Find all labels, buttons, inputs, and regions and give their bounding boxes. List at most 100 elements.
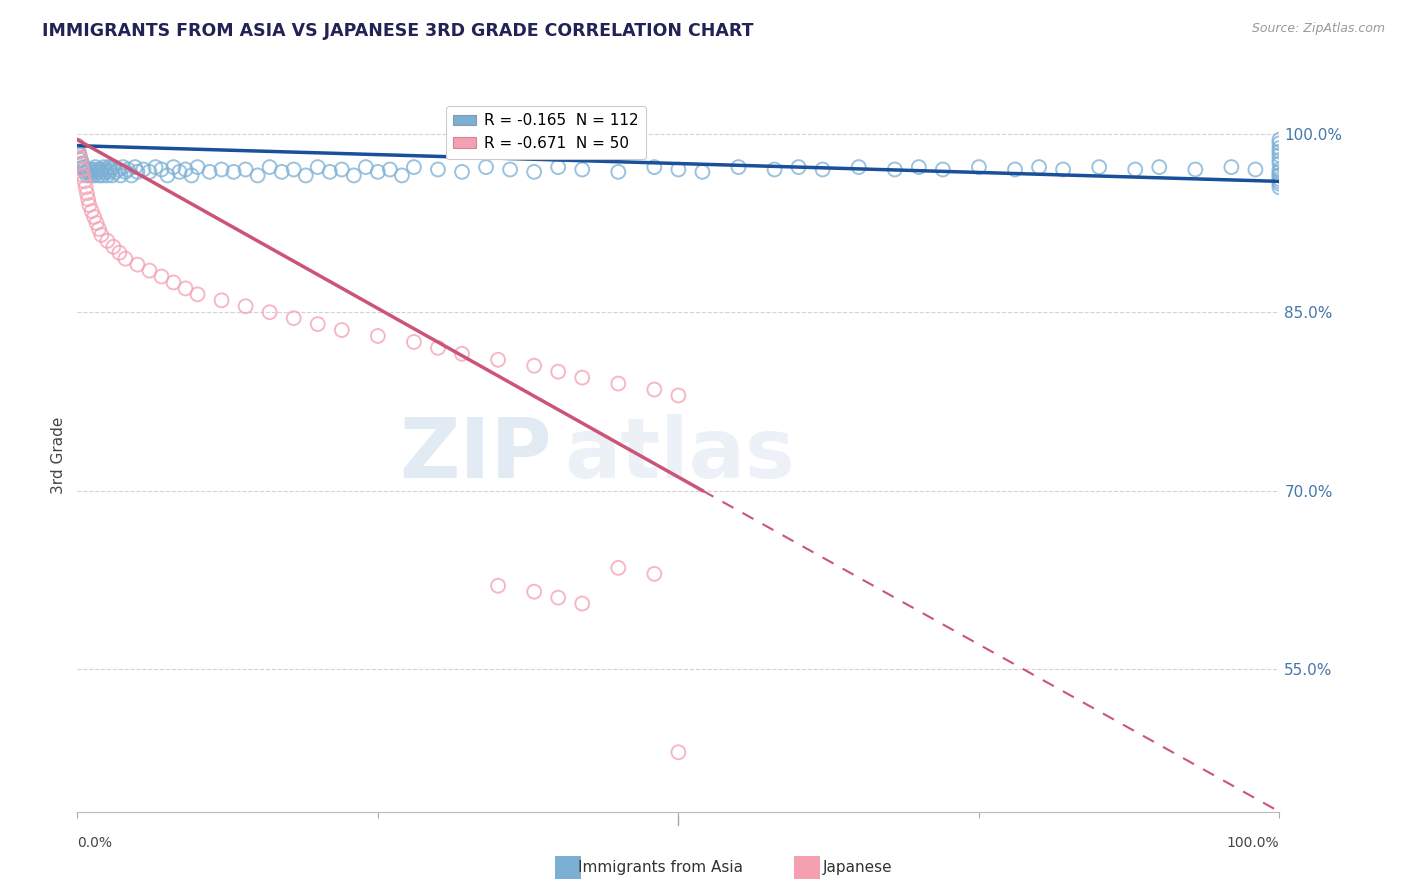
Point bbox=[103, 240, 125, 254]
Point bbox=[211, 293, 233, 308]
Point bbox=[1268, 148, 1291, 162]
Point bbox=[367, 165, 389, 179]
Point bbox=[162, 276, 184, 290]
Point bbox=[787, 160, 810, 174]
Point bbox=[848, 160, 870, 174]
Point bbox=[127, 258, 149, 272]
Point bbox=[908, 160, 931, 174]
Point bbox=[98, 165, 121, 179]
Point bbox=[643, 160, 665, 174]
Point bbox=[69, 151, 91, 165]
Point bbox=[692, 165, 714, 179]
Point bbox=[79, 198, 101, 212]
Point bbox=[83, 210, 105, 224]
Point bbox=[571, 162, 593, 177]
Point bbox=[117, 162, 139, 177]
Point bbox=[571, 370, 593, 384]
Point bbox=[1268, 174, 1291, 188]
Point bbox=[607, 561, 630, 575]
Point bbox=[101, 169, 124, 183]
Point bbox=[73, 174, 96, 188]
Point bbox=[114, 252, 136, 266]
Point bbox=[486, 579, 509, 593]
Point bbox=[307, 317, 329, 331]
Point bbox=[391, 169, 413, 183]
Point bbox=[127, 165, 149, 179]
Point bbox=[174, 162, 197, 177]
Point bbox=[80, 165, 103, 179]
Point bbox=[643, 383, 665, 397]
Point bbox=[343, 169, 366, 183]
Point bbox=[427, 341, 450, 355]
Point bbox=[187, 287, 209, 301]
Point bbox=[72, 169, 94, 183]
Point bbox=[77, 192, 100, 206]
Text: 0.0%: 0.0% bbox=[77, 836, 112, 850]
Text: ZIP: ZIP bbox=[399, 415, 553, 495]
Point bbox=[1184, 162, 1206, 177]
Point bbox=[138, 165, 160, 179]
Point bbox=[259, 160, 281, 174]
Point bbox=[402, 334, 425, 349]
Point bbox=[145, 160, 167, 174]
Point bbox=[93, 160, 115, 174]
Point bbox=[451, 347, 474, 361]
Point bbox=[307, 160, 329, 174]
Point bbox=[607, 376, 630, 391]
Point bbox=[211, 162, 233, 177]
Point bbox=[96, 169, 118, 183]
Point bbox=[547, 160, 569, 174]
Text: IMMIGRANTS FROM ASIA VS JAPANESE 3RD GRADE CORRELATION CHART: IMMIGRANTS FROM ASIA VS JAPANESE 3RD GRA… bbox=[42, 22, 754, 40]
Point bbox=[235, 299, 257, 313]
Point bbox=[120, 169, 142, 183]
Point bbox=[67, 145, 90, 159]
Point bbox=[486, 352, 509, 367]
Point bbox=[86, 216, 108, 230]
Point bbox=[378, 162, 401, 177]
Point bbox=[1244, 162, 1267, 177]
Legend: R = -0.165  N = 112, R = -0.671  N = 50: R = -0.165 N = 112, R = -0.671 N = 50 bbox=[446, 106, 647, 159]
Point bbox=[883, 162, 905, 177]
Point bbox=[73, 162, 96, 177]
Point bbox=[198, 165, 221, 179]
Point bbox=[138, 263, 160, 277]
Point bbox=[108, 245, 131, 260]
Point bbox=[1149, 160, 1171, 174]
Point bbox=[427, 162, 450, 177]
Point bbox=[668, 162, 690, 177]
Point bbox=[86, 165, 108, 179]
Point bbox=[1268, 162, 1291, 177]
Point bbox=[1268, 153, 1291, 167]
Point bbox=[571, 597, 593, 611]
Point bbox=[763, 162, 786, 177]
Y-axis label: 3rd Grade: 3rd Grade bbox=[51, 417, 66, 493]
Point bbox=[283, 311, 305, 326]
Point bbox=[523, 165, 546, 179]
Point bbox=[132, 162, 155, 177]
Text: Source: ZipAtlas.com: Source: ZipAtlas.com bbox=[1251, 22, 1385, 36]
Point bbox=[91, 169, 114, 183]
Point bbox=[523, 359, 546, 373]
Point bbox=[69, 148, 91, 162]
Text: 100.0%: 100.0% bbox=[1227, 836, 1279, 850]
Point bbox=[811, 162, 834, 177]
Point bbox=[75, 165, 97, 179]
Point bbox=[643, 566, 665, 581]
Point bbox=[451, 165, 474, 179]
Point bbox=[668, 745, 690, 759]
Point bbox=[547, 365, 569, 379]
Point bbox=[180, 169, 202, 183]
Point bbox=[1268, 145, 1291, 159]
Point bbox=[90, 227, 112, 242]
Point bbox=[1268, 172, 1291, 186]
Point bbox=[1268, 165, 1291, 179]
Point bbox=[1123, 162, 1146, 177]
Point bbox=[89, 165, 111, 179]
Point bbox=[97, 160, 120, 174]
Point bbox=[932, 162, 955, 177]
Point bbox=[70, 153, 93, 167]
Point bbox=[270, 165, 292, 179]
Point bbox=[76, 186, 98, 201]
Point bbox=[1004, 162, 1026, 177]
Point bbox=[66, 138, 89, 153]
